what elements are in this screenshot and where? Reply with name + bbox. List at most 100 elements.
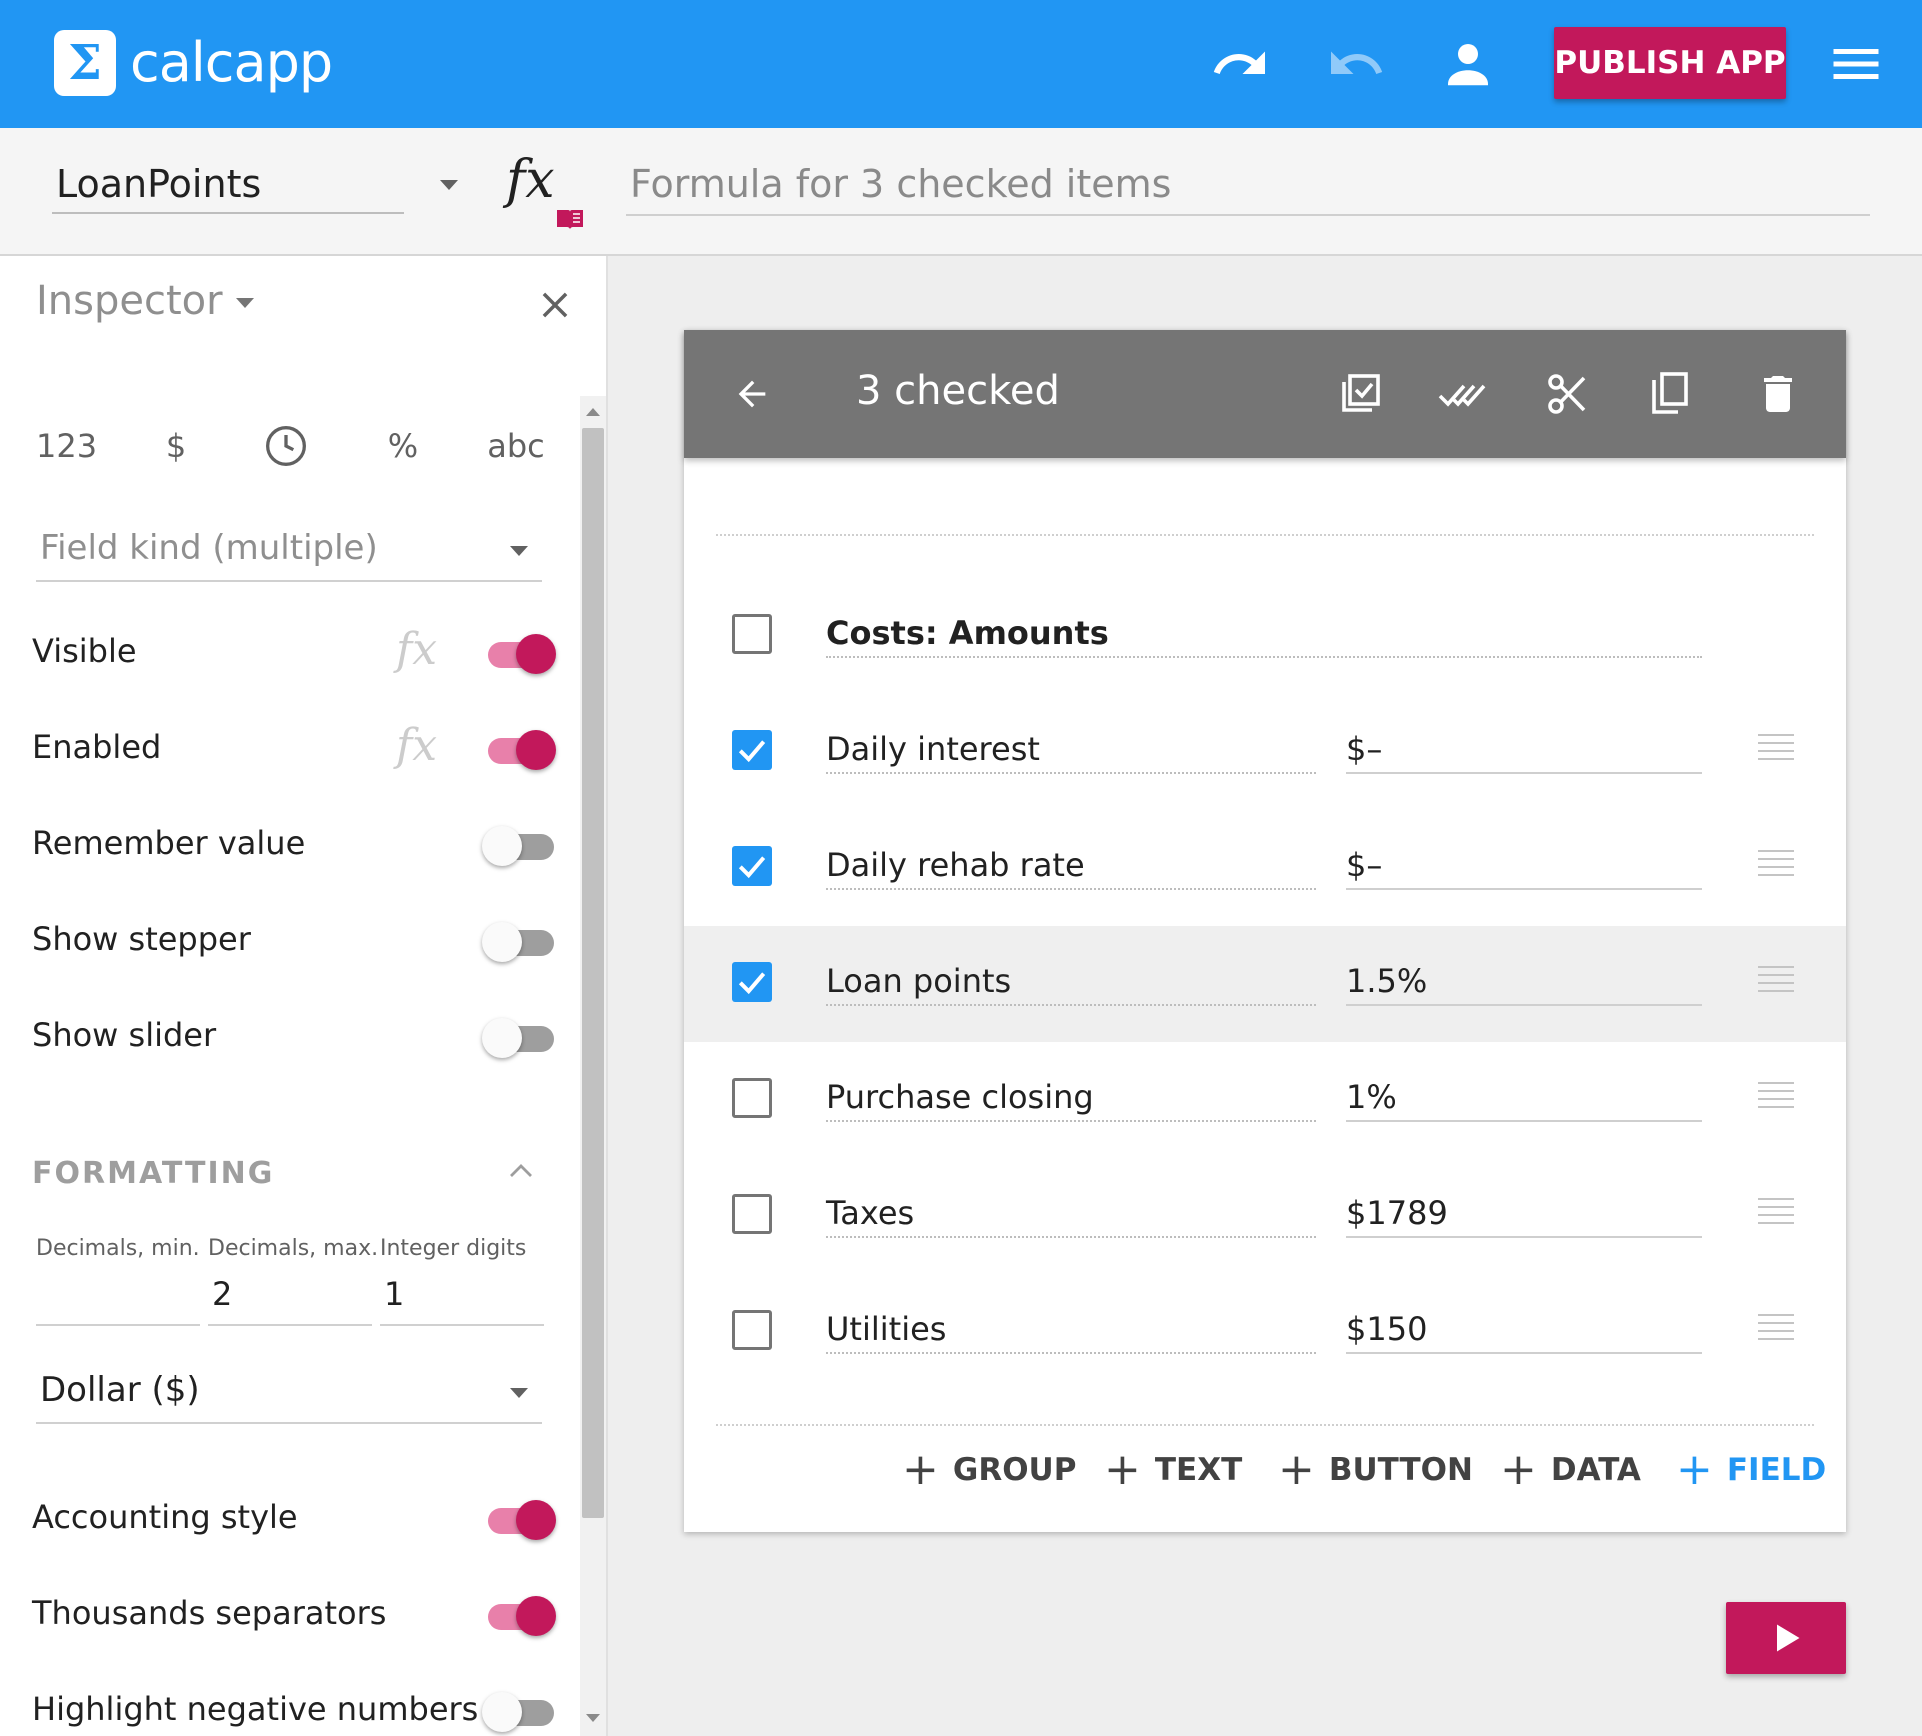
scrollbar-thumb[interactable] — [582, 428, 604, 1518]
field-label[interactable]: Daily interest — [826, 724, 1316, 774]
close-icon[interactable] — [536, 286, 574, 324]
run-app-button[interactable] — [1726, 1602, 1846, 1674]
chevron-up-icon[interactable] — [506, 1156, 536, 1186]
screen-caret-down-icon[interactable] — [440, 180, 458, 190]
highlight-negative-label: Highlight negative numbers — [32, 1690, 479, 1728]
field-value[interactable]: 1% — [1346, 1072, 1702, 1122]
enabled-row: Enabled fx — [32, 720, 562, 780]
scroll-down-arrow-icon[interactable] — [586, 1714, 600, 1724]
currency-dropdown[interactable]: Dollar ($) — [36, 1362, 542, 1424]
field-label[interactable]: Purchase closing — [826, 1072, 1316, 1122]
app-name: calcapp — [130, 31, 333, 94]
field-value[interactable]: $– — [1346, 840, 1702, 890]
add-text-button[interactable]: + TEXT — [1104, 1440, 1242, 1500]
fx-icon: fx — [506, 150, 555, 210]
field-row[interactable]: Utilities $150 — [684, 1274, 1846, 1390]
field-kind-value: Field kind (multiple) — [40, 528, 378, 568]
item-checkbox[interactable] — [732, 1310, 772, 1350]
undo-button[interactable] — [1210, 34, 1270, 94]
number-type-button[interactable]: 123 — [36, 427, 98, 465]
item-checkbox[interactable] — [732, 1078, 772, 1118]
field-label[interactable]: Daily rehab rate — [826, 840, 1316, 890]
show-stepper-toggle[interactable] — [482, 922, 554, 962]
visible-formula-fx-icon[interactable]: fx — [396, 624, 438, 675]
field-value[interactable]: 1.5% — [1346, 956, 1702, 1006]
field-value[interactable]: $1789 — [1346, 1188, 1702, 1238]
publish-app-button[interactable]: PUBLISH APP — [1554, 27, 1786, 99]
drag-handle-icon[interactable] — [1758, 1080, 1794, 1110]
plus-icon: + — [902, 1444, 939, 1495]
show-slider-toggle[interactable] — [482, 1018, 554, 1058]
menu-button[interactable] — [1826, 34, 1886, 94]
item-checkbox[interactable] — [732, 962, 772, 1002]
text-type-button[interactable]: abc — [487, 427, 545, 465]
item-checkbox[interactable] — [732, 614, 772, 654]
item-checkbox[interactable] — [732, 730, 772, 770]
add-text-label: TEXT — [1154, 1452, 1243, 1488]
account-icon — [1448, 44, 1488, 86]
add-button-button[interactable]: + BUTTON — [1278, 1440, 1473, 1500]
inspector-caret-down-icon[interactable] — [236, 298, 254, 308]
field-row[interactable]: Taxes $1789 — [684, 1158, 1846, 1274]
decimals-max-field[interactable]: 2 — [208, 1266, 372, 1326]
enabled-formula-fx-icon[interactable]: fx — [396, 720, 438, 771]
formula-reference-button[interactable]: fx — [500, 150, 590, 230]
drag-handle-icon[interactable] — [1758, 848, 1794, 878]
select-all-icon[interactable] — [1336, 370, 1384, 418]
sigma-logo-icon: Σ — [68, 35, 102, 91]
remember-value-toggle[interactable] — [482, 826, 554, 866]
double-check-icon[interactable] — [1438, 370, 1486, 418]
decimals-min-field[interactable] — [36, 1266, 200, 1326]
drag-handle-icon[interactable] — [1758, 964, 1794, 994]
field-value[interactable]: $150 — [1346, 1304, 1702, 1354]
integer-digits-field[interactable]: 1 — [380, 1266, 544, 1326]
screen-selector[interactable]: LoanPoints — [52, 158, 404, 214]
item-checkbox[interactable] — [732, 1194, 772, 1234]
formatting-section-heading[interactable]: FORMATTING — [32, 1156, 275, 1191]
field-label[interactable]: Utilities — [826, 1304, 1316, 1354]
check-icon — [738, 740, 766, 763]
group-label[interactable]: Costs: Amounts — [826, 608, 1702, 658]
delete-icon[interactable] — [1754, 370, 1802, 418]
visible-toggle[interactable] — [482, 634, 556, 674]
cut-icon[interactable] — [1544, 370, 1592, 418]
field-value[interactable]: $– — [1346, 724, 1702, 774]
calcapp-logo[interactable]: Σ — [54, 30, 116, 96]
drag-handle-icon[interactable] — [1758, 732, 1794, 762]
integer-digits-label: Integer digits — [380, 1236, 527, 1261]
accounting-style-row: Accounting style — [32, 1490, 562, 1550]
redo-icon — [1331, 51, 1383, 74]
thousands-separators-toggle[interactable] — [482, 1596, 556, 1636]
enabled-toggle[interactable] — [482, 730, 556, 770]
copy-icon[interactable] — [1646, 370, 1694, 418]
field-row[interactable]: Loan points 1.5% — [684, 926, 1846, 1042]
formula-input[interactable] — [626, 154, 1870, 216]
item-checkbox[interactable] — [732, 846, 772, 886]
add-group-button[interactable]: + GROUP — [902, 1440, 1076, 1500]
field-kind-caret-down-icon — [510, 546, 528, 556]
field-label[interactable]: Taxes — [826, 1188, 1316, 1238]
drag-handle-icon[interactable] — [1758, 1196, 1794, 1226]
currency-type-button[interactable]: $ — [165, 427, 187, 465]
add-field-button[interactable]: + FIELD — [1676, 1440, 1826, 1500]
field-kind-dropdown[interactable]: Field kind (multiple) — [36, 520, 542, 582]
field-row[interactable]: Purchase closing 1% — [684, 1042, 1846, 1158]
field-row[interactable]: Daily interest $– — [684, 694, 1846, 810]
add-data-button[interactable]: + DATA — [1500, 1440, 1641, 1500]
drag-handle-icon[interactable] — [1758, 1312, 1794, 1342]
highlight-negative-toggle[interactable] — [482, 1692, 554, 1732]
group-row[interactable]: Costs: Amounts — [684, 578, 1846, 694]
account-button[interactable] — [1438, 34, 1498, 94]
scroll-up-arrow-icon[interactable] — [586, 406, 600, 416]
field-row[interactable]: Daily rehab rate $– — [684, 810, 1846, 926]
add-group-label: GROUP — [952, 1452, 1077, 1488]
percent-type-button[interactable]: % — [387, 427, 419, 465]
inspector-panel: Inspector 123 $ % abc Field kind (multip… — [0, 256, 608, 1736]
back-arrow-icon[interactable] — [732, 374, 772, 414]
field-label[interactable]: Loan points — [826, 956, 1316, 1006]
accounting-style-label: Accounting style — [32, 1498, 298, 1536]
date-time-type-button[interactable] — [264, 406, 312, 486]
redo-button[interactable] — [1326, 34, 1386, 94]
inspector-scrollbar[interactable] — [580, 396, 606, 1736]
accounting-style-toggle[interactable] — [482, 1500, 556, 1540]
